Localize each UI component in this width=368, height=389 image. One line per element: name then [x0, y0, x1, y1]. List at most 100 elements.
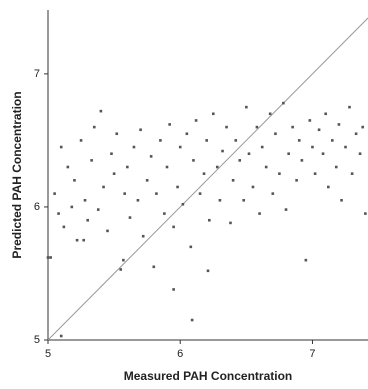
- point: [159, 139, 162, 142]
- point: [90, 159, 93, 162]
- point: [181, 202, 185, 206]
- point: [70, 205, 74, 209]
- point: [141, 234, 145, 238]
- point: [321, 152, 325, 156]
- point: [46, 256, 50, 259]
- point: [221, 149, 224, 153]
- point: [86, 218, 89, 222]
- point: [139, 128, 142, 132]
- point: [102, 185, 105, 189]
- point: [358, 152, 362, 156]
- point: [172, 225, 175, 229]
- point: [361, 125, 365, 129]
- point: [354, 132, 358, 136]
- point: [112, 172, 116, 175]
- point: [59, 334, 63, 338]
- point: [79, 139, 83, 142]
- point: [311, 145, 314, 149]
- point: [327, 185, 330, 189]
- point: [192, 159, 195, 162]
- point: [304, 258, 308, 262]
- point: [75, 238, 79, 242]
- point: [229, 221, 232, 225]
- point: [176, 185, 179, 189]
- point: [62, 225, 66, 229]
- point: [59, 145, 63, 149]
- y-tick-label: 7: [34, 68, 40, 80]
- x-axis-title: Measured PAH Concentration: [124, 369, 292, 383]
- point: [282, 101, 285, 105]
- point: [190, 318, 194, 322]
- point: [119, 268, 123, 271]
- point: [123, 192, 126, 195]
- point: [313, 172, 317, 175]
- point: [255, 125, 259, 129]
- point: [198, 192, 202, 195]
- point: [268, 112, 272, 116]
- point: [57, 212, 60, 215]
- point: [155, 192, 158, 195]
- point: [165, 165, 169, 169]
- point: [324, 112, 327, 116]
- point: [334, 165, 338, 169]
- point: [211, 112, 215, 116]
- point: [231, 179, 235, 182]
- point: [185, 132, 189, 136]
- point: [284, 208, 288, 211]
- point: [348, 105, 351, 109]
- point: [206, 269, 210, 273]
- reference-line: [48, 17, 368, 340]
- point: [178, 145, 182, 149]
- point: [238, 159, 242, 162]
- point: [115, 132, 119, 136]
- point: [53, 192, 56, 195]
- x-tick-label: 5: [45, 348, 51, 360]
- point: [274, 132, 277, 136]
- point: [317, 128, 321, 132]
- y-axis-title: Predicted PAH Concentration: [10, 91, 24, 258]
- point: [218, 198, 222, 202]
- point: [122, 258, 125, 262]
- point: [297, 139, 301, 142]
- point: [128, 216, 132, 219]
- point: [344, 145, 347, 149]
- point: [189, 245, 193, 249]
- point: [136, 198, 140, 202]
- point: [82, 238, 86, 242]
- point: [202, 172, 206, 175]
- point: [308, 119, 312, 122]
- point: [152, 265, 156, 269]
- point: [163, 212, 166, 215]
- point: [251, 185, 255, 189]
- point: [73, 179, 76, 182]
- x-tick-label: 6: [177, 348, 183, 360]
- point: [172, 288, 175, 291]
- point: [225, 125, 228, 129]
- point: [300, 159, 304, 162]
- point: [245, 105, 248, 109]
- point: [242, 198, 246, 202]
- y-tick-label: 5: [34, 334, 40, 346]
- point: [49, 256, 52, 259]
- point: [92, 125, 96, 129]
- point: [83, 198, 87, 202]
- point: [99, 109, 103, 113]
- x-tick-label: 7: [309, 348, 315, 360]
- point: [66, 165, 70, 169]
- point: [291, 125, 294, 129]
- point: [168, 123, 171, 126]
- point: [364, 212, 367, 215]
- point: [234, 139, 238, 142]
- point: [149, 155, 153, 158]
- point: [295, 179, 298, 182]
- point: [287, 152, 290, 156]
- point: [350, 172, 354, 175]
- point: [340, 198, 343, 202]
- point: [205, 139, 208, 142]
- point: [126, 165, 129, 169]
- point: [278, 172, 281, 175]
- point: [106, 229, 109, 233]
- point: [208, 218, 211, 222]
- point: [260, 145, 264, 149]
- point: [96, 208, 100, 211]
